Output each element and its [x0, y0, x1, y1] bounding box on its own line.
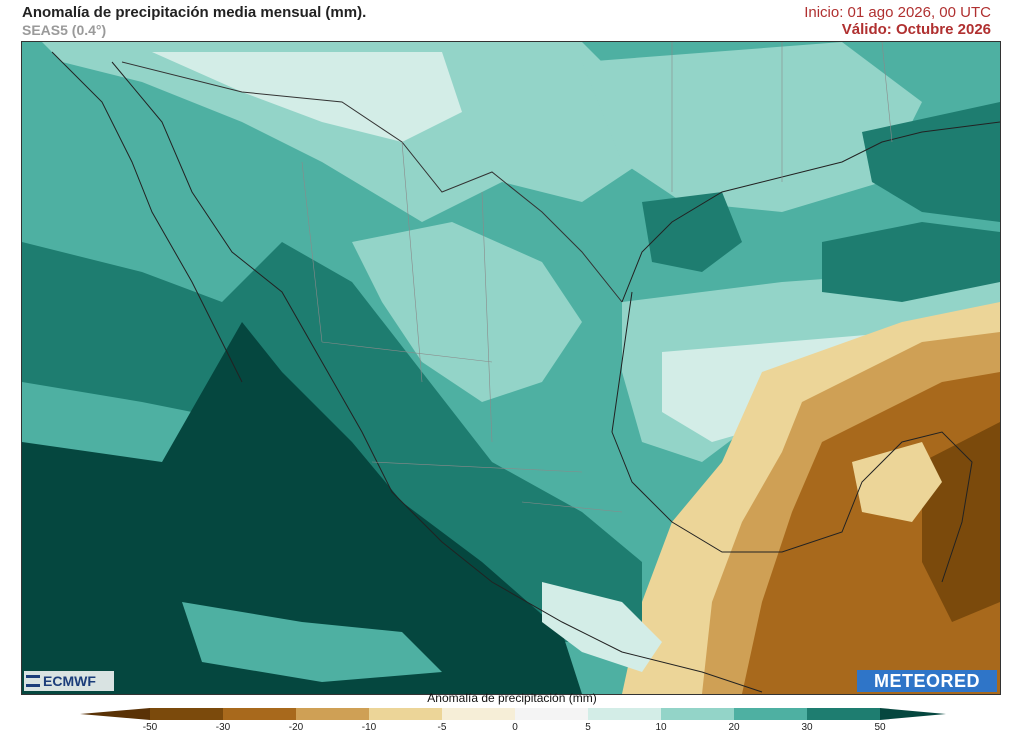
colorbar-seg-p0	[515, 708, 588, 720]
colorbar-tick-label: 10	[655, 722, 667, 733]
field-plateau-light	[352, 222, 582, 402]
ecmwf-mark-icon	[26, 675, 40, 687]
colorbar-tick-label: -50	[142, 722, 158, 733]
coastline-baja	[51, 51, 243, 383]
colorbar-tick-label: 50	[874, 722, 886, 733]
field-north-pale	[152, 52, 462, 142]
colorbar-tick-label: 30	[801, 722, 813, 733]
field-dry-extreme	[922, 422, 1000, 622]
colorbar-seg-n10	[369, 708, 442, 720]
valid-date: Válido: Octubre 2026	[841, 21, 991, 38]
colorbar-tick-label: 20	[728, 722, 740, 733]
colorbar-title: Anomalía de precipitación (mm)	[427, 691, 597, 705]
border-us-mexico	[121, 61, 623, 303]
colorbar-tick-label: -5	[437, 722, 447, 733]
colorbar-tick-label: -10	[361, 722, 377, 733]
field-texas-strong	[642, 192, 742, 272]
meteored-logo: METEORED	[857, 670, 997, 692]
ecmwf-logo: ECMWF	[24, 671, 114, 691]
colorbar-seg-p30	[807, 708, 880, 720]
model-label: SEAS5 (0.4°)	[22, 22, 107, 38]
colorbar-seg-n30	[223, 708, 296, 720]
colorbar-tick-label: -20	[288, 722, 304, 733]
colorbar-tick-label: 5	[585, 722, 591, 733]
init-date: Inicio: 01 ago 2026, 00 UTC	[804, 4, 991, 21]
colorbar-tick-label: 0	[512, 722, 518, 733]
colorbar-seg-n20	[296, 708, 369, 720]
field-southern-pale	[542, 582, 662, 672]
field-north-light	[42, 42, 642, 222]
precipitation-anomaly-map	[21, 41, 1001, 695]
field-pacific-extreme	[22, 322, 582, 694]
colorbar-tick-label: -30	[215, 722, 231, 733]
map-title: Anomalía de precipitación media mensual …	[22, 4, 367, 21]
field-yucatan-light	[852, 442, 942, 522]
colorbar-neg-arrow	[80, 708, 150, 720]
coastline-gulf	[611, 291, 973, 583]
field-southeast-strong	[822, 222, 1000, 302]
field-louisiana-strong	[862, 102, 1000, 222]
colorbar-pos-arrow	[880, 708, 946, 720]
map-canvas	[22, 42, 1000, 694]
colorbar-seg-n5	[442, 708, 515, 720]
field-dry-strong	[742, 372, 1000, 694]
colorbar	[80, 708, 946, 720]
state-lines	[301, 42, 893, 513]
colorbar-seg-p5	[588, 708, 661, 720]
ecmwf-logo-text: ECMWF	[43, 673, 96, 689]
colorbar-seg-p20	[734, 708, 807, 720]
colorbar-seg-n50	[150, 708, 223, 720]
field-pacific-light-band	[182, 602, 442, 682]
colorbar-seg-p10	[661, 708, 734, 720]
field-texas-light	[582, 42, 922, 212]
